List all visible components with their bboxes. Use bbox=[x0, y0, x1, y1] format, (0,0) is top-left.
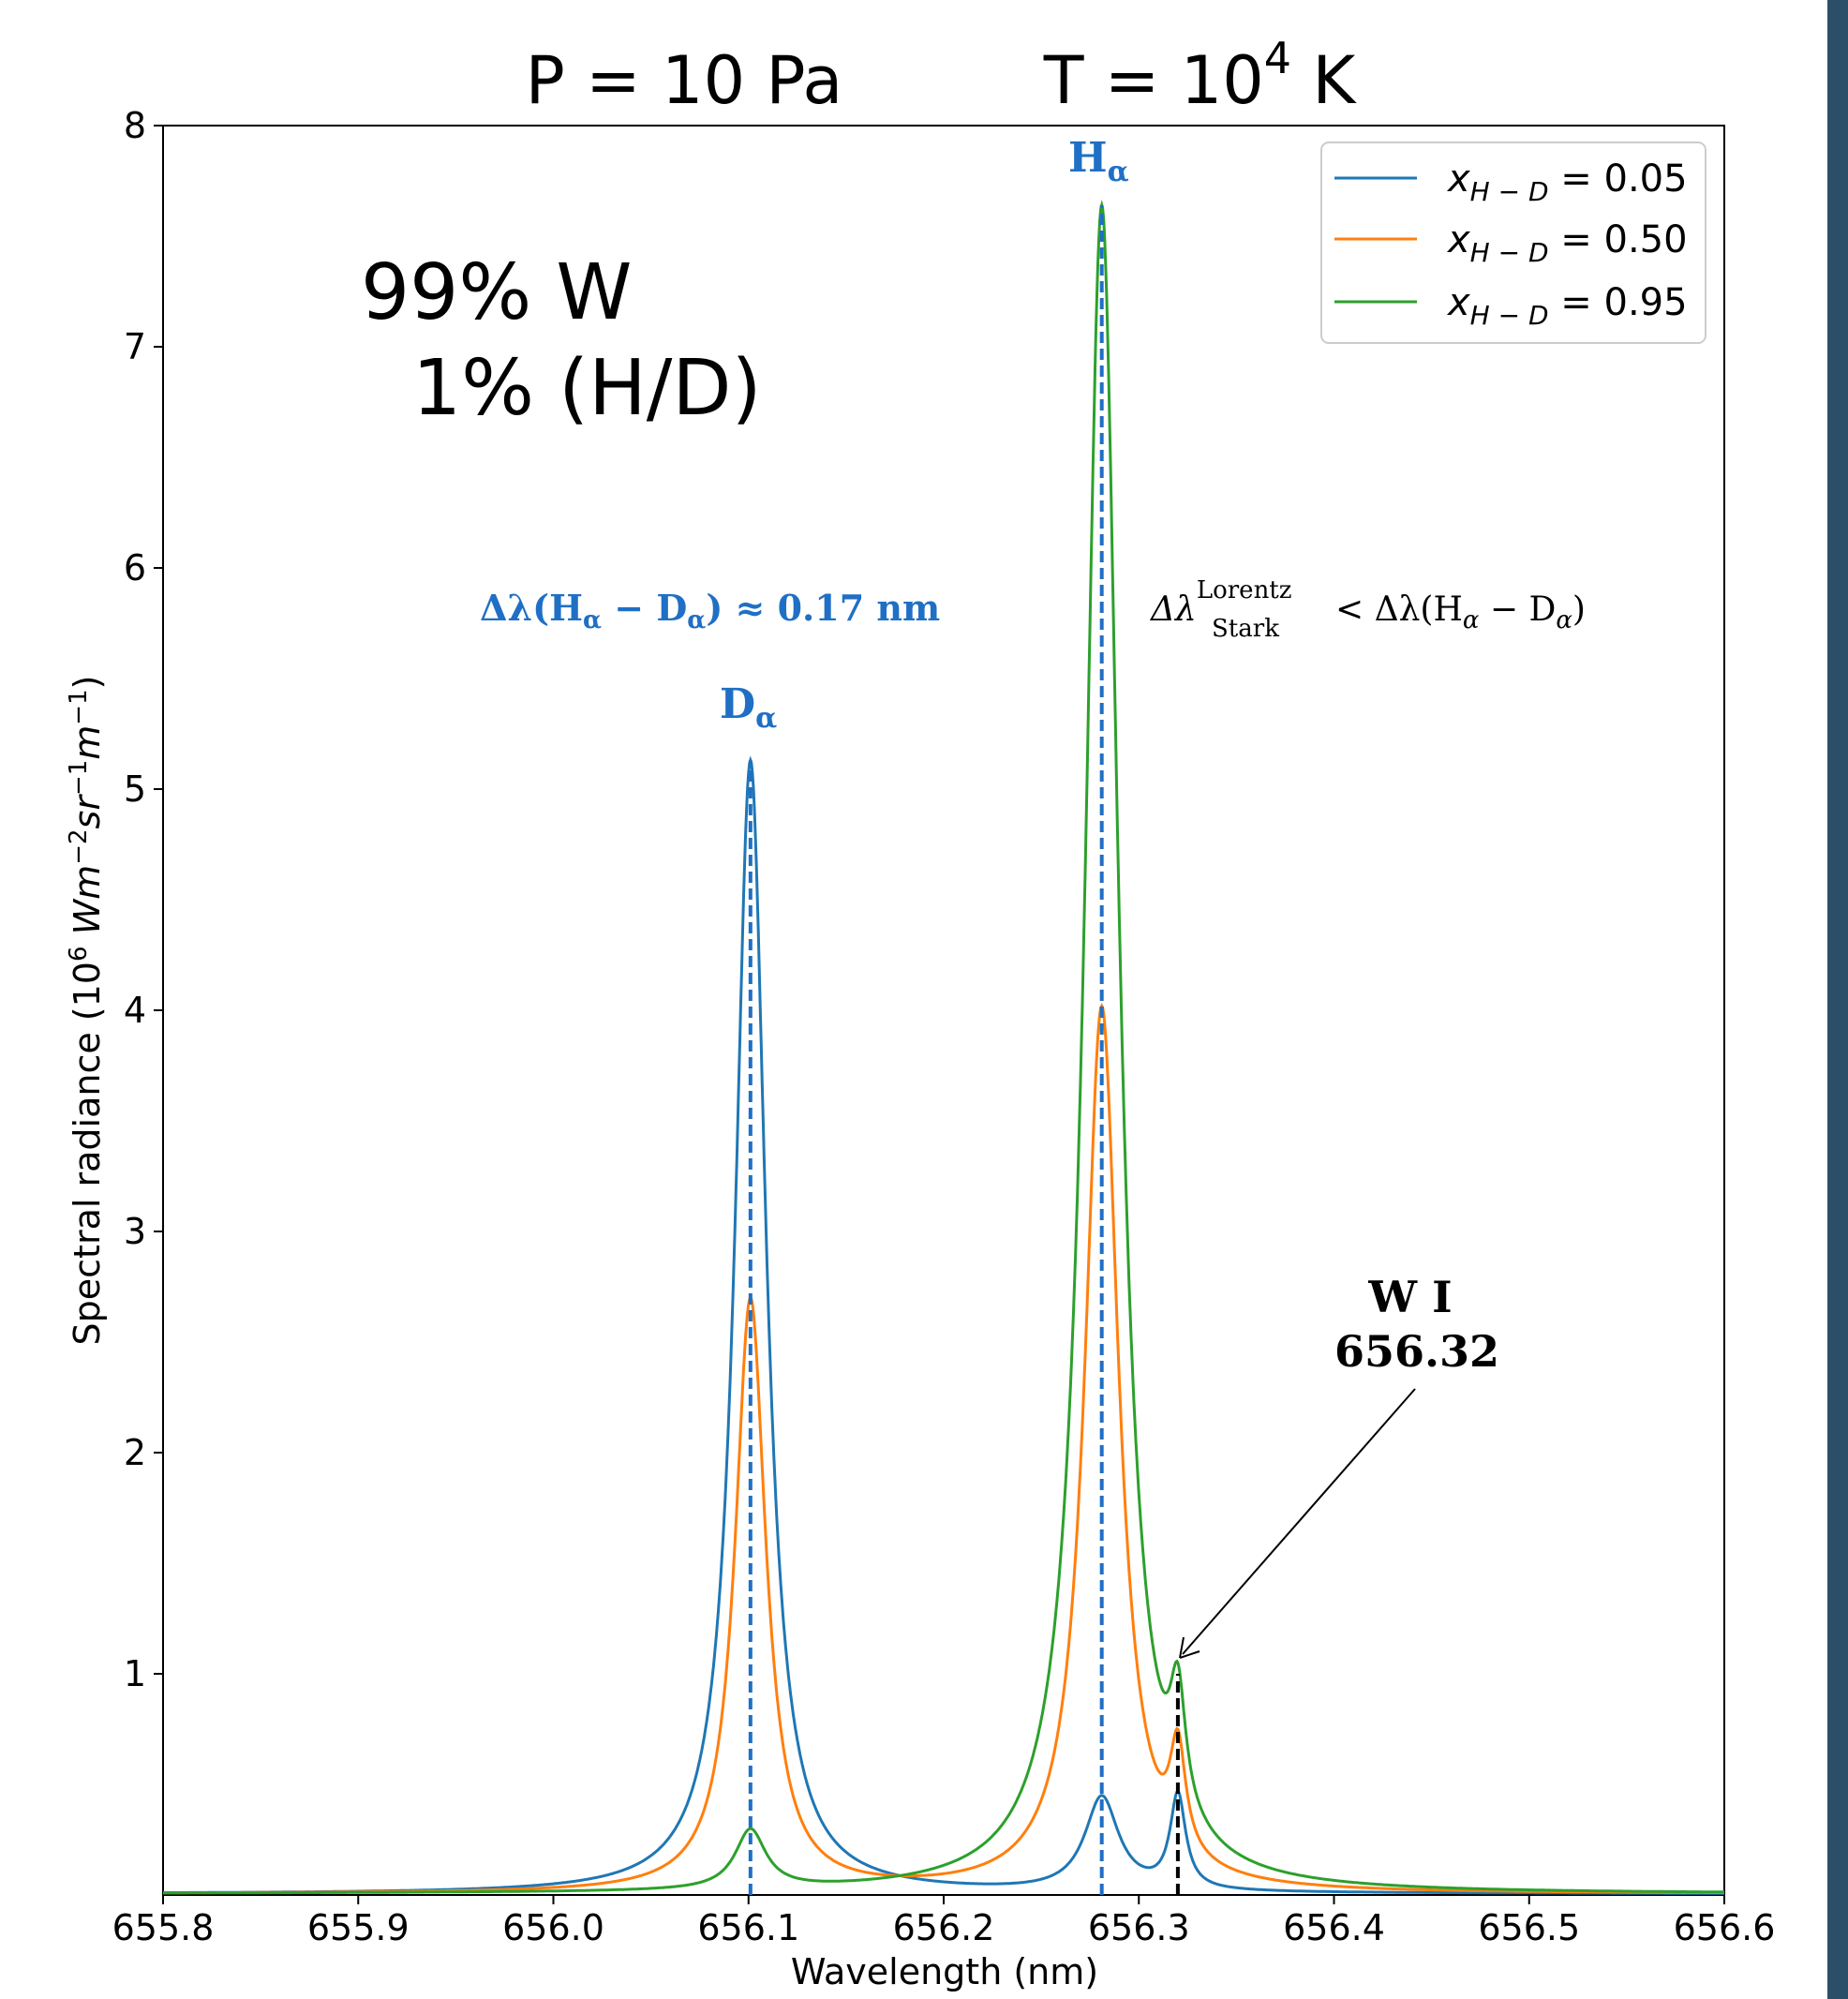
x-tick-label: 655.8 bbox=[112, 1907, 215, 1948]
wi-arrow-shaft bbox=[1182, 1388, 1416, 1655]
x-tick-label: 656.5 bbox=[1478, 1907, 1580, 1948]
x-tick-label: 656.4 bbox=[1283, 1907, 1385, 1948]
stark-annotation-sub: Stark bbox=[1212, 615, 1279, 643]
title-temperature: T = 104 K bbox=[1043, 33, 1358, 119]
x-tick-label: 656.1 bbox=[697, 1907, 799, 1948]
x-axis-label: Wavelength (nm) bbox=[791, 1951, 1098, 1992]
series-line-2 bbox=[163, 200, 1724, 1895]
y-axis-label: Spectral radiance (106 Wm−2sr−1m−1) bbox=[65, 676, 108, 1346]
y-tick-label: 1 bbox=[124, 1653, 146, 1694]
x-axis-ticks: 655.8 655.9 656.0 656.1 656.2 656.3 656.4 656.5… bbox=[112, 1895, 1776, 1948]
legend-label-1: xH − D = 0.50 bbox=[1446, 218, 1688, 268]
d-alpha-label: Dα bbox=[720, 680, 777, 735]
y-tick-label: 3 bbox=[124, 1211, 146, 1252]
plot-frame bbox=[162, 125, 1725, 1896]
y-tick-label: 4 bbox=[124, 990, 146, 1031]
x-tick-label: 656.6 bbox=[1674, 1907, 1776, 1948]
title-pressure: P = 10 Pa bbox=[526, 42, 843, 119]
legend-box bbox=[1320, 142, 1706, 344]
y-tick-label: 8 bbox=[124, 105, 146, 146]
legend-label-2: xH − D = 0.95 bbox=[1446, 281, 1688, 331]
x-tick-label: 656.0 bbox=[502, 1907, 604, 1948]
x-tick-label: 656.2 bbox=[893, 1907, 995, 1948]
legend: xH − D = 0.05 xH − D = 0.50 xH − D = 0.9… bbox=[1320, 142, 1706, 344]
y-tick-label: 7 bbox=[124, 326, 146, 367]
series-line-1 bbox=[163, 1002, 1724, 1895]
x-tick-label: 656.3 bbox=[1088, 1907, 1190, 1948]
wi-line-label: W I bbox=[1367, 1272, 1452, 1322]
y-tick-label: 6 bbox=[124, 547, 146, 589]
y-tick-label: 2 bbox=[124, 1432, 146, 1473]
y-axis-ticks: 1 2 3 4 5 6 7 8 bbox=[124, 105, 163, 1694]
composition-line1: 99% W bbox=[361, 248, 632, 337]
reference-lines bbox=[748, 204, 1180, 1895]
legend-label-0: xH − D = 0.05 bbox=[1446, 157, 1688, 207]
series-layer bbox=[163, 200, 1724, 1895]
stark-annotation: ΔλLorentz bbox=[1149, 576, 1291, 629]
stark-annotation-rhs: < Δλ(Hα − Dα) bbox=[1335, 590, 1586, 634]
right-edge-bar bbox=[1827, 0, 1848, 1999]
x-tick-label: 655.9 bbox=[307, 1907, 410, 1948]
h-alpha-label: Hα bbox=[1068, 134, 1129, 188]
wi-line-wavelength: 656.32 bbox=[1334, 1326, 1499, 1377]
y-tick-label: 5 bbox=[124, 768, 146, 810]
composition-line2: 1% (H/D) bbox=[412, 344, 762, 433]
wi-arrow-head bbox=[1179, 1636, 1200, 1659]
delta-lambda-annotation: Δλ(Hα − Dα) ≈ 0.17 nm bbox=[480, 587, 940, 634]
